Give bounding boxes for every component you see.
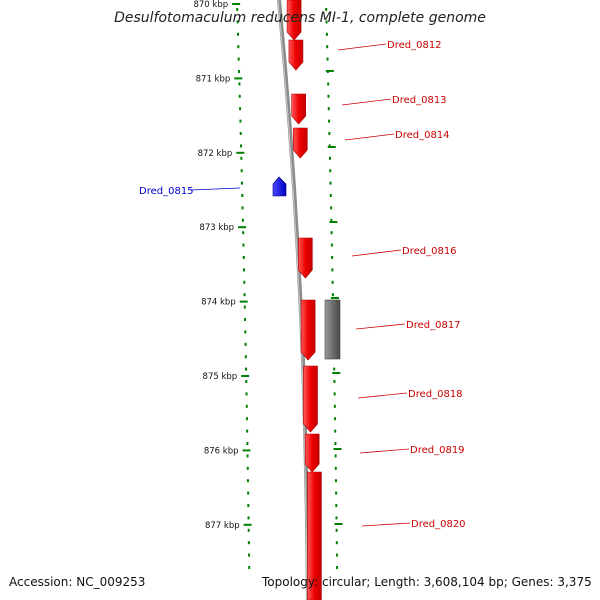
genes-label: Genes: (511, 575, 554, 589)
gene-arrow (291, 93, 306, 125)
scale-tick (232, 3, 241, 5)
gene-label[interactable]: Dred_0813 (392, 95, 447, 106)
scale-tick-label: 870 kbp (193, 0, 228, 10)
scale-tick-label: 872 kbp (198, 149, 233, 159)
length-value: 3,608,104 bp (423, 575, 504, 589)
length-label: Length: (374, 575, 420, 589)
scale-tick (241, 375, 250, 377)
gene-label[interactable]: Dred_0818 (408, 389, 463, 400)
topology-label: Topology: (262, 575, 319, 589)
scale-tick-label: 873 kbp (199, 223, 234, 233)
scale-tick-label: 874 kbp (201, 298, 236, 308)
gene-arrow (272, 176, 287, 197)
scale-tick-label: 876 kbp (204, 446, 239, 456)
gene-arrow (286, 0, 302, 41)
gene-arrow (300, 299, 316, 361)
gene-label[interactable]: Dred_0812 (387, 40, 442, 51)
accession-info: Accession: NC_009253 (9, 575, 145, 589)
gene-arrow (307, 471, 322, 600)
gene-labels: Dred_0812 Dred_0813 Dred_0814 Dred_0815 Dred… (139, 40, 466, 530)
scale-labels: 870 kbp 871 kbp 872 kbp 873 kbp 874 kbp 875 k… (193, 0, 239, 531)
scale-tick (242, 449, 251, 452)
scale-tick (243, 523, 252, 526)
gene-arrow (304, 433, 320, 473)
gene-arrow (303, 365, 318, 433)
gene-arrow (288, 39, 304, 71)
scale-tick-label: 875 kbp (203, 372, 238, 382)
gene-arrow (298, 237, 313, 279)
accession-value: NC_009253 (76, 575, 146, 589)
scale-tick-label: 877 kbp (205, 521, 240, 531)
gene-label[interactable]: Dred_0817 (406, 320, 461, 331)
topology-value: circular (321, 575, 367, 589)
gene-label[interactable]: Dred_0814 (395, 130, 450, 141)
gene-label[interactable]: Dred_0819 (410, 445, 465, 456)
accession-label: Accession: (9, 575, 73, 589)
gene-features (272, 0, 341, 600)
gene-label[interactable]: Dred_0820 (411, 519, 466, 530)
feature-block (324, 299, 341, 360)
genes-value: 3,375 (557, 575, 592, 589)
gene-label[interactable]: Dred_0815 (139, 186, 194, 197)
genome-stats: Topology: circular; Length: 3,608,104 bp… (262, 575, 592, 589)
scale-tick-label: 871 kbp (196, 74, 231, 84)
genome-title: Desulfotomaculum reducens MI-1, complete… (114, 10, 486, 26)
gene-label[interactable]: Dred_0816 (402, 246, 457, 257)
scale-tick (239, 300, 248, 303)
gene-arrow (292, 127, 308, 159)
scale-tick (236, 151, 245, 154)
scale-tick (234, 77, 243, 80)
scale-tick (238, 226, 247, 229)
